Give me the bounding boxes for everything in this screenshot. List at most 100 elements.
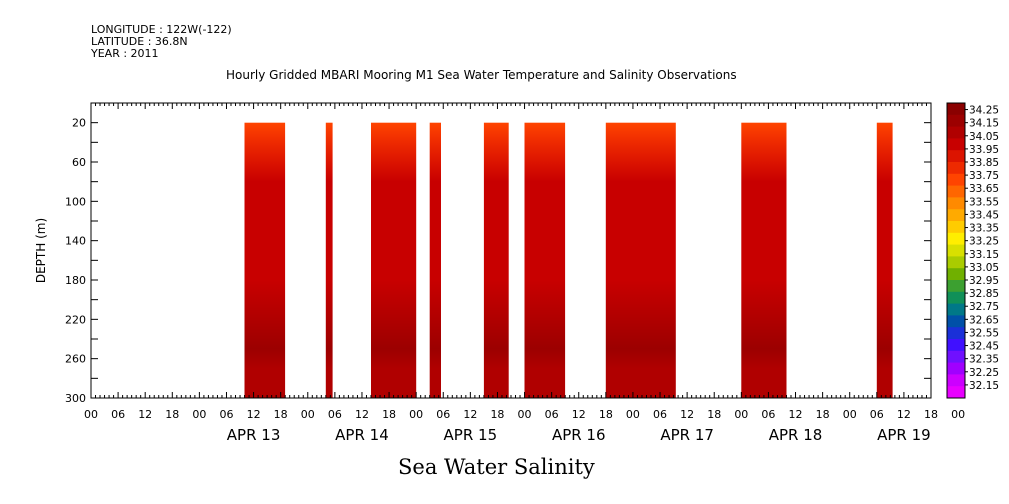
x-hour-tick-label: 06	[545, 408, 559, 421]
x-hour-tick-label: 12	[463, 408, 477, 421]
colorbar-label: 32.35	[969, 354, 999, 366]
colorbar-swatch	[947, 162, 965, 175]
data-segment-2	[325, 122, 333, 398]
colorbar-label: 33.95	[969, 144, 999, 156]
data-segment-1	[244, 122, 286, 398]
x-hour-tick-label: 06	[761, 408, 775, 421]
data-segment-3	[371, 122, 417, 398]
x-day-label: APR 17	[660, 426, 714, 444]
variable-title: Sea Water Salinity	[398, 455, 595, 479]
data-segment-6	[524, 122, 566, 398]
x-hour-tick-label: 12	[572, 408, 586, 421]
colorbar-swatch	[947, 232, 965, 245]
x-hour-tick-label: 12	[138, 408, 152, 421]
colorbar-swatch	[947, 303, 965, 316]
plot-frame	[90, 102, 932, 399]
colorbar-label: 34.15	[969, 118, 999, 130]
x-hour-tick-label: 00	[192, 408, 206, 421]
data-segment-5	[483, 122, 509, 398]
y-tick-label: 20	[72, 117, 86, 130]
data-segment-4	[429, 122, 441, 398]
colorbar-label: 32.75	[969, 301, 999, 313]
data-segment-9	[876, 122, 893, 398]
x-hour-tick-label: 12	[789, 408, 803, 421]
x-hour-tick-label: 18	[165, 408, 179, 421]
y-axis-label: DEPTH (m)	[34, 218, 48, 283]
colorbar-swatch	[947, 339, 965, 352]
x-hour-tick-label: 00	[626, 408, 640, 421]
data-segment-8	[741, 122, 787, 398]
colorbar-label: 33.35	[969, 223, 999, 235]
x-hour-tick-label: 00	[518, 408, 532, 421]
x-day-label: APR 18	[769, 426, 823, 444]
longitude-label: LONGITUDE : 122W(-122)	[91, 23, 232, 36]
year-label: YEAR : 2011	[91, 47, 159, 60]
colorbar-label: 33.55	[969, 196, 999, 208]
colorbar-label: 32.85	[969, 288, 999, 300]
axes: 00 06 12 18 00 06 12 18 00 06 12 18 00 06 12 18 00 06 12 18…	[34, 102, 965, 444]
colorbar-label: 32.95	[969, 275, 999, 287]
colorbar-swatch	[947, 374, 965, 387]
colorbar-swatch	[947, 315, 965, 328]
x-day-label: APR 13	[227, 426, 281, 444]
colorbar-swatch	[947, 209, 965, 222]
colorbar-swatch	[947, 114, 965, 127]
colorbar-label: 32.15	[969, 380, 999, 392]
colorbar-label: 33.75	[969, 170, 999, 182]
colorbar-label: 33.15	[969, 249, 999, 261]
x-day-label: APR 15	[444, 426, 498, 444]
colorbar-label: 32.45	[969, 341, 999, 353]
colorbar-swatch	[947, 185, 965, 198]
x-hour-tick-label: 18	[707, 408, 721, 421]
colorbar-swatch	[947, 327, 965, 340]
chart-title: Hourly Gridded MBARI Mooring M1 Sea Wate…	[226, 68, 737, 82]
colorbar-swatch	[947, 268, 965, 281]
x-hour-tick-label: 18	[490, 408, 504, 421]
colorbar-swatch	[947, 362, 965, 375]
data-segment-7	[605, 122, 676, 398]
colorbar-swatch	[947, 291, 965, 304]
x-hour-tick-label: 18	[816, 408, 830, 421]
x-hour-tick-label: 00	[951, 408, 965, 421]
x-day-label: APR 14	[335, 426, 389, 444]
colorbar-label: 33.85	[969, 157, 999, 169]
x-day-label: APR 16	[552, 426, 606, 444]
x-hour-tick-label: 06	[870, 408, 884, 421]
y-tick-label: 260	[65, 353, 86, 366]
x-hour-tick-label: 00	[734, 408, 748, 421]
colorbar-label: 34.05	[969, 131, 999, 143]
x-hour-tick-label: 18	[599, 408, 613, 421]
x-hour-tick-label: 12	[897, 408, 911, 421]
colorbar-label: 33.65	[969, 183, 999, 195]
y-tick-label: 100	[65, 195, 86, 208]
x-hour-tick-label: 12	[247, 408, 261, 421]
colorbar-label: 34.25	[969, 105, 999, 117]
colorbar-swatch	[947, 244, 965, 257]
x-hour-tick-label: 00	[301, 408, 315, 421]
y-tick-label: 220	[65, 313, 86, 326]
colorbar-swatch	[947, 280, 965, 293]
colorbar-label: 32.25	[969, 367, 999, 379]
latitude-label: LATITUDE : 36.8N	[91, 35, 188, 48]
colorbar-label: 33.05	[969, 262, 999, 274]
x-hour-tick-label: 06	[219, 408, 233, 421]
x-day-label: APR 19	[877, 426, 931, 444]
colorbar-swatch	[947, 138, 965, 151]
y-tick-label: 60	[72, 156, 86, 169]
colorbar: 34.2534.1534.0533.9533.8533.7533.6533.55…	[946, 102, 999, 399]
colorbar-swatch	[947, 350, 965, 363]
x-hour-tick-label: 06	[111, 408, 125, 421]
y-tick-label: 180	[65, 274, 86, 287]
x-hour-tick-label: 06	[328, 408, 342, 421]
colorbar-label: 33.45	[969, 209, 999, 221]
y-tick-label: 140	[65, 235, 86, 248]
colorbar-swatch	[947, 150, 965, 163]
colorbar-swatch	[947, 173, 965, 186]
colorbar-label: 33.25	[969, 236, 999, 248]
colorbar-frame	[946, 102, 966, 399]
colorbar-swatch	[947, 386, 965, 399]
plot-area	[244, 122, 893, 398]
x-hour-tick-label: 00	[843, 408, 857, 421]
x-hour-tick-label: 18	[382, 408, 396, 421]
